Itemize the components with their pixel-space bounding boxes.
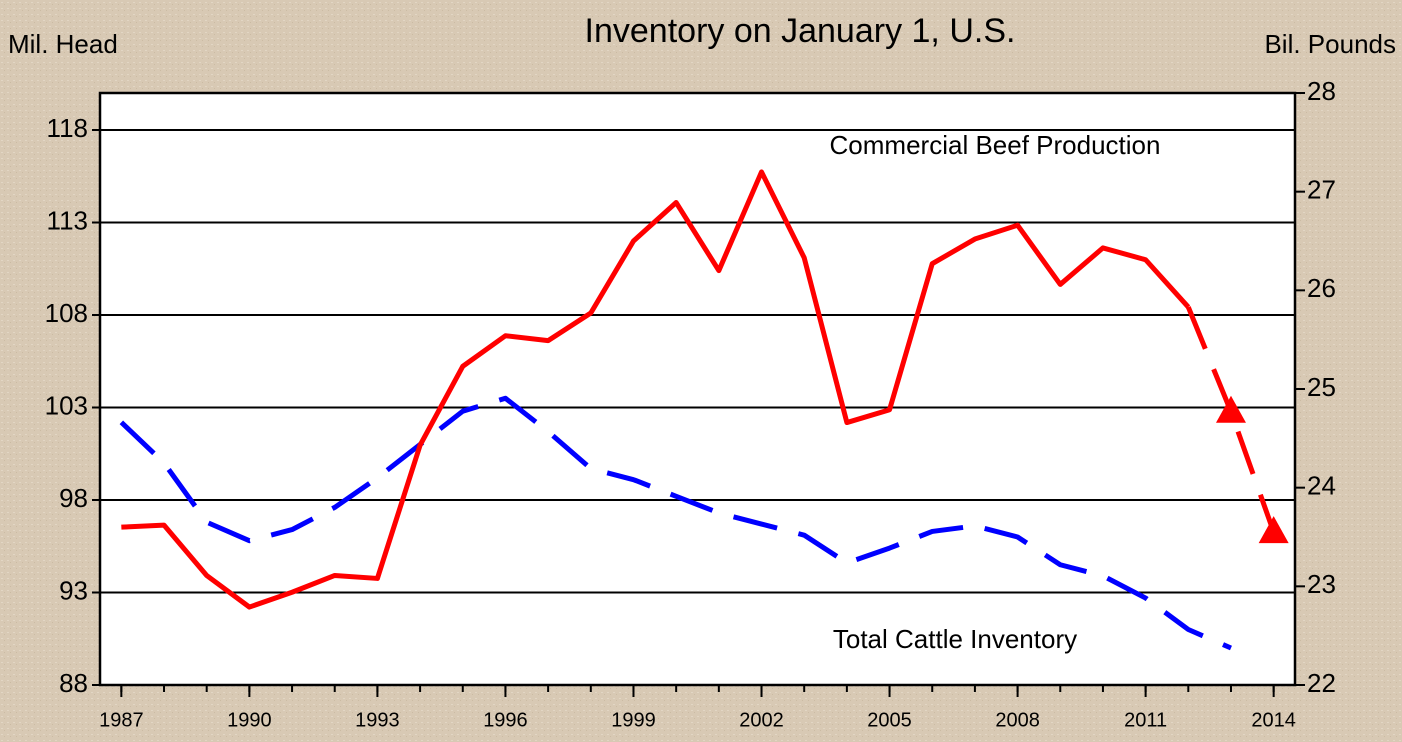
- forecast-marker: [1215, 395, 1246, 423]
- y-tick-label: 103: [45, 390, 88, 420]
- y2-tick-label: 22: [1307, 668, 1336, 698]
- x-tick-label: 2002: [739, 709, 784, 731]
- y2-tick-label: 26: [1307, 273, 1336, 303]
- y2-axis-label: Bil. Pounds: [1264, 29, 1396, 59]
- y-tick-label: 88: [59, 668, 88, 698]
- x-tick-label: 2008: [995, 709, 1040, 731]
- series-annotation: Commercial Beef Production: [830, 130, 1161, 160]
- y-tick-label: 118: [47, 113, 88, 143]
- forecast-marker: [1258, 516, 1289, 544]
- x-tick-label: 1996: [483, 709, 528, 731]
- y2-tick-label: 25: [1307, 372, 1336, 402]
- chart-title: Inventory on January 1, U.S.: [585, 12, 1016, 50]
- x-tick-label: 1987: [99, 709, 144, 731]
- x-tick-label: 2014: [1251, 709, 1296, 731]
- series-line: [119, 395, 1232, 651]
- x-tick-label: 2005: [867, 709, 912, 731]
- series-line: [1185, 306, 1277, 533]
- y-tick-label: 113: [47, 205, 88, 235]
- plot-area: [98, 91, 1297, 687]
- y2-tick-label: 27: [1307, 175, 1336, 205]
- x-tick-label: 2011: [1124, 709, 1167, 731]
- x-tick-label: 1999: [611, 709, 656, 731]
- y-tick-label: 98: [59, 483, 88, 513]
- series-line: [121, 169, 1191, 610]
- x-tick-label: 1993: [355, 709, 400, 731]
- y-tick-label: 93: [59, 575, 88, 605]
- y-tick-label: 108: [45, 298, 88, 328]
- series-annotation: Total Cattle Inventory: [833, 624, 1077, 654]
- x-tick-label: 1990: [227, 709, 272, 731]
- y-axis-label: Mil. Head: [8, 29, 118, 59]
- y2-tick-label: 23: [1307, 569, 1336, 599]
- y2-tick-label: 24: [1307, 471, 1336, 501]
- y2-tick-label: 28: [1307, 76, 1336, 106]
